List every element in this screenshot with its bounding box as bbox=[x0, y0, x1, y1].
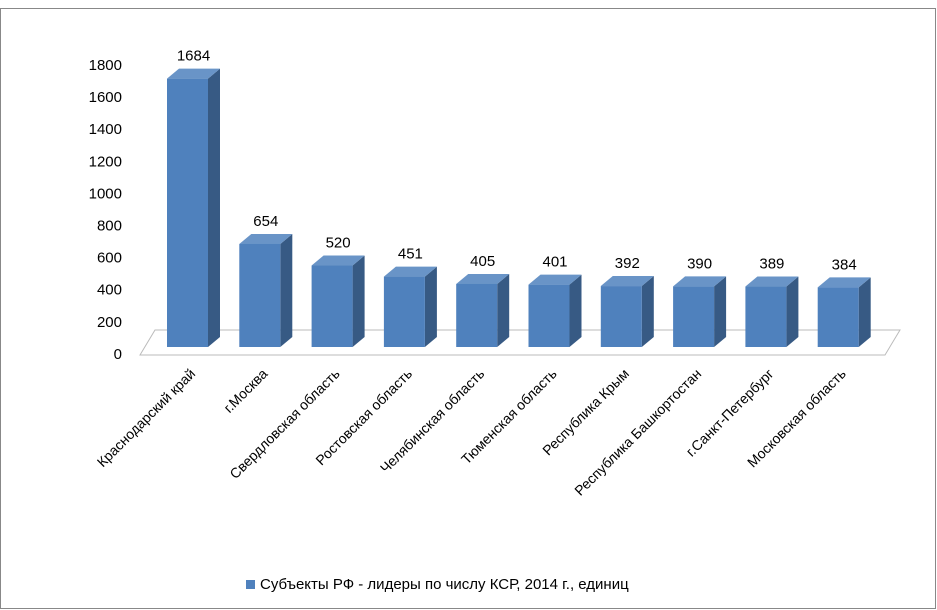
y-tick-label: 1200 bbox=[89, 153, 122, 170]
bar-front bbox=[528, 284, 570, 347]
data-label: 401 bbox=[542, 254, 567, 271]
bar-top bbox=[239, 233, 293, 244]
bar-top bbox=[456, 273, 510, 284]
bar-front bbox=[167, 78, 208, 347]
bar-side bbox=[352, 255, 365, 347]
data-label: 392 bbox=[615, 255, 640, 272]
data-label: 389 bbox=[759, 256, 784, 273]
bar-top bbox=[311, 255, 365, 266]
bar-front bbox=[673, 286, 715, 347]
bar-top bbox=[528, 274, 582, 285]
y-tick-label: 600 bbox=[97, 250, 122, 267]
y-tick-label: 0 bbox=[114, 346, 122, 363]
bar-top bbox=[745, 276, 799, 287]
chart-frame bbox=[0, 8, 936, 609]
y-tick-label: 1400 bbox=[89, 121, 122, 138]
data-label: 390 bbox=[687, 255, 712, 272]
bar bbox=[456, 273, 510, 347]
bar-side bbox=[424, 266, 437, 347]
bar-side bbox=[786, 276, 799, 347]
data-label: 654 bbox=[253, 213, 278, 230]
bar-side bbox=[858, 277, 871, 347]
bar-side bbox=[280, 233, 293, 347]
x-tick-label: Республика Башкортостан bbox=[571, 365, 704, 498]
bar-side bbox=[569, 274, 582, 347]
bar-front bbox=[456, 283, 498, 347]
bar-top bbox=[167, 68, 220, 79]
bar bbox=[239, 233, 293, 347]
data-label: 384 bbox=[832, 256, 857, 273]
bar-front bbox=[600, 286, 642, 347]
bar-side bbox=[208, 68, 220, 347]
bar-front bbox=[239, 243, 281, 347]
bar-side bbox=[497, 273, 510, 347]
y-tick-label: 1800 bbox=[89, 57, 122, 74]
bar-top bbox=[383, 266, 437, 277]
legend-swatch bbox=[246, 580, 255, 589]
bar bbox=[311, 255, 365, 347]
bar-top bbox=[673, 276, 727, 287]
data-label: 451 bbox=[398, 246, 423, 263]
bar bbox=[167, 68, 220, 347]
bar-front bbox=[311, 265, 353, 347]
bar-top bbox=[600, 276, 654, 287]
data-label: 520 bbox=[326, 234, 351, 251]
bar bbox=[528, 274, 582, 347]
bar-top bbox=[817, 277, 871, 288]
bar-side bbox=[641, 276, 654, 347]
bar-side bbox=[714, 276, 727, 347]
y-tick-label: 800 bbox=[97, 218, 122, 235]
bar bbox=[383, 266, 437, 347]
bar bbox=[600, 276, 654, 347]
y-tick-label: 400 bbox=[97, 282, 122, 299]
x-tick-label: Краснодарский край bbox=[94, 365, 199, 470]
bar bbox=[673, 276, 727, 347]
bar-front bbox=[817, 287, 859, 347]
bar-front bbox=[745, 286, 787, 347]
y-tick-label: 1000 bbox=[89, 185, 122, 202]
y-tick-label: 200 bbox=[97, 314, 122, 331]
legend-label: Субъекты РФ - лидеры по числу КСР, 2014 … bbox=[260, 576, 629, 593]
data-label: 405 bbox=[470, 253, 495, 270]
bar bbox=[817, 277, 871, 347]
bar bbox=[745, 276, 799, 347]
bar-front bbox=[383, 276, 425, 347]
x-tick-label: г.Москва bbox=[220, 365, 270, 415]
y-tick-label: 1600 bbox=[89, 89, 122, 106]
data-label: 1684 bbox=[177, 48, 210, 65]
